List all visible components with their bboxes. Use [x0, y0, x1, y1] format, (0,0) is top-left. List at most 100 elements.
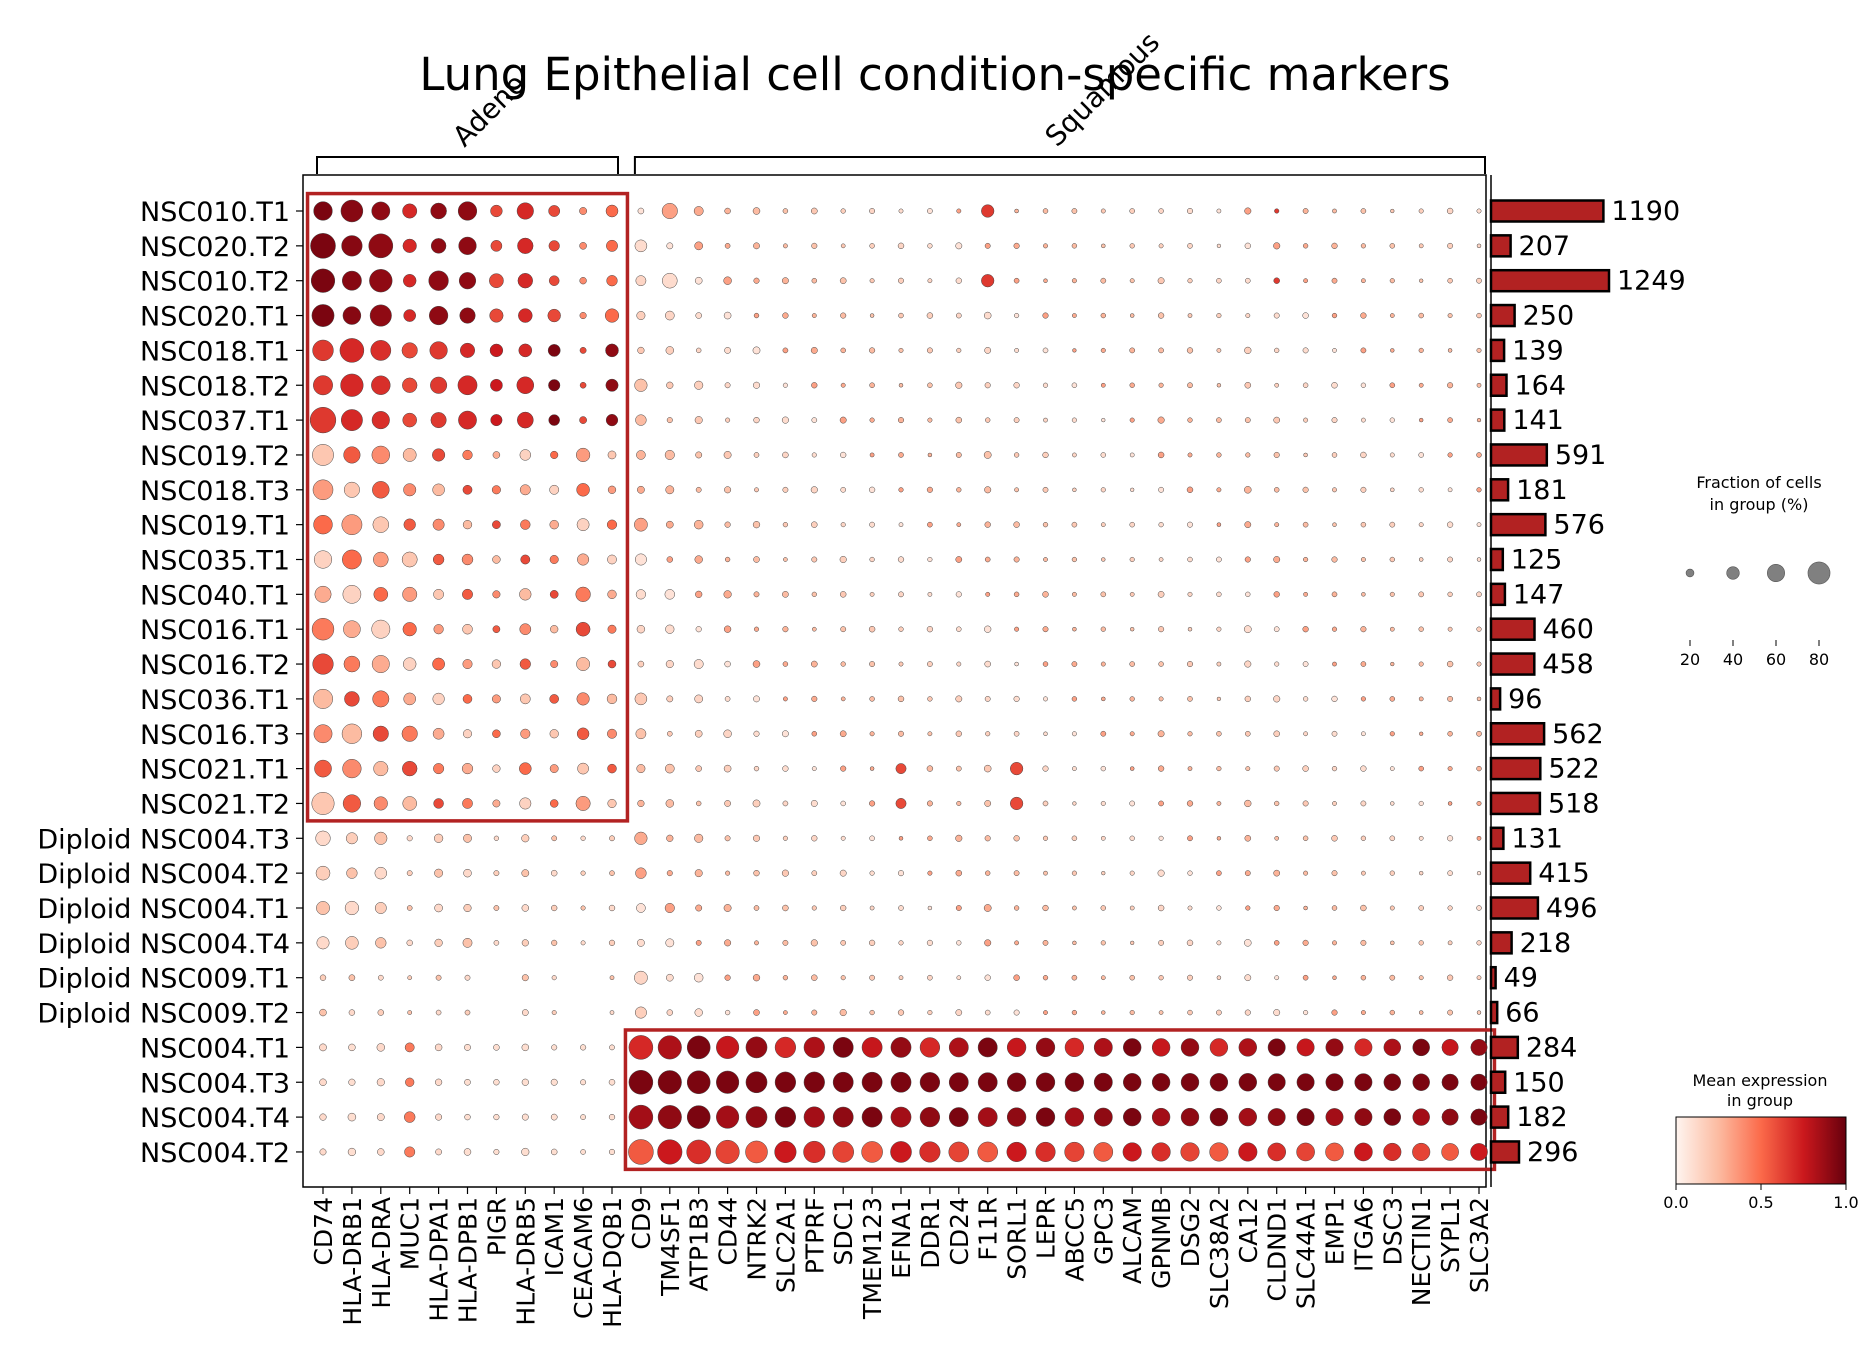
dot: [1245, 591, 1251, 598]
dot: [693, 206, 704, 216]
dot: [434, 938, 443, 947]
dot: [635, 589, 646, 600]
dot: [810, 660, 818, 668]
dot: [695, 312, 702, 319]
colorbar-tick-label: 1.0: [1833, 1193, 1858, 1212]
dot: [869, 208, 876, 214]
dot: [869, 591, 875, 597]
dot: [608, 904, 616, 912]
dot: [1296, 1108, 1315, 1127]
dot: [606, 275, 618, 287]
dot: [371, 201, 391, 221]
dot: [781, 869, 789, 877]
dot: [459, 307, 476, 324]
dot: [607, 728, 617, 739]
dot: [1244, 695, 1251, 703]
dot: [1035, 1072, 1056, 1092]
dot: [576, 518, 590, 532]
dot: [774, 1036, 796, 1058]
dot: [869, 521, 875, 528]
count-label: 576: [1553, 510, 1605, 541]
dot: [1419, 731, 1424, 736]
dot: [1244, 346, 1252, 355]
dot: [753, 242, 760, 250]
dot: [1006, 1037, 1027, 1058]
dot: [1418, 312, 1424, 319]
dot: [1389, 417, 1395, 423]
dot: [1123, 1038, 1142, 1057]
dot: [1216, 661, 1222, 667]
dot: [319, 1078, 327, 1086]
dot: [868, 486, 876, 493]
dot: [1243, 625, 1252, 634]
column-label: EMP1: [1321, 1197, 1350, 1265]
column-label: HLA-DRB5: [511, 1197, 540, 1326]
dot: [898, 940, 904, 946]
count-bar: [1489, 373, 1508, 397]
dot: [520, 693, 531, 705]
dot: [520, 519, 531, 530]
dot: [579, 381, 587, 389]
dot: [1361, 417, 1366, 423]
dot: [1446, 660, 1454, 668]
dot: [1447, 731, 1453, 737]
dot: [430, 412, 447, 429]
dot: [665, 763, 675, 774]
dot: [1361, 870, 1366, 876]
dot: [1158, 939, 1165, 946]
dot: [1043, 870, 1048, 876]
dot: [547, 308, 561, 323]
dot: [1013, 870, 1020, 877]
dot: [1042, 939, 1049, 946]
dot: [695, 486, 702, 493]
dot: [580, 1079, 587, 1086]
dot: [1244, 1009, 1251, 1016]
dot: [1360, 696, 1366, 702]
dot: [1209, 1038, 1229, 1057]
dot: [343, 446, 361, 464]
dot: [665, 624, 675, 634]
dot: [579, 242, 587, 250]
dot: [312, 339, 334, 362]
dot: [462, 623, 473, 635]
dot: [1302, 939, 1309, 946]
dot: [1238, 1038, 1257, 1057]
count-label: 147: [1513, 579, 1565, 610]
dot: [310, 233, 336, 259]
dot: [955, 869, 963, 877]
dot: [549, 555, 559, 564]
column-label: EFNA1: [887, 1197, 916, 1279]
count-bar: [1489, 268, 1611, 293]
dot: [666, 834, 674, 842]
dot: [897, 695, 905, 703]
dot: [1129, 243, 1135, 249]
dot: [521, 1043, 529, 1052]
dot: [518, 308, 533, 323]
dot: [782, 939, 789, 946]
dot: [634, 1006, 647, 1019]
dot: [551, 1044, 558, 1051]
dot: [724, 243, 731, 249]
dot: [1302, 243, 1309, 249]
dot: [983, 311, 992, 320]
column-label: TM4SF1: [656, 1197, 685, 1297]
dot: [657, 1105, 682, 1130]
dot: [373, 551, 389, 568]
dot: [1064, 1141, 1085, 1162]
dot: [985, 731, 991, 737]
dot: [1418, 452, 1424, 458]
dot: [462, 798, 473, 809]
dot: [1447, 1009, 1453, 1016]
row-label: NSC010.T1: [140, 197, 290, 228]
dot: [985, 870, 991, 876]
dot: [1476, 905, 1482, 911]
dot: [956, 940, 962, 946]
dot: [1071, 731, 1077, 737]
dot: [376, 1043, 385, 1052]
dot: [1244, 207, 1252, 215]
dot: [1043, 696, 1048, 702]
dot: [753, 556, 760, 563]
dot: [1100, 800, 1106, 806]
dot: [1129, 731, 1135, 737]
dot: [1238, 1107, 1257, 1127]
